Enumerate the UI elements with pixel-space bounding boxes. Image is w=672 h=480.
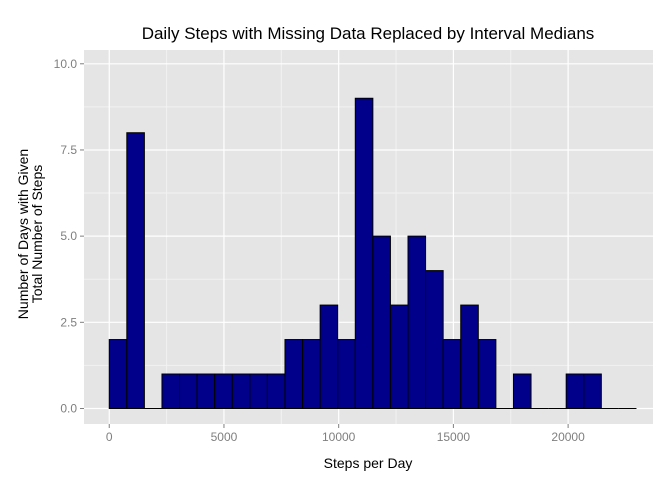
histogram-bar — [319, 304, 339, 409]
histogram-bar — [266, 373, 286, 409]
histogram-bar — [565, 373, 585, 409]
histogram-bar — [389, 304, 409, 409]
x-axis: 0 5000 10000 15000 20000 — [106, 424, 585, 444]
histogram-bar — [460, 304, 479, 409]
histogram-bar — [231, 373, 251, 409]
histogram-bar — [284, 339, 304, 409]
x-tick-label: 0 — [106, 430, 113, 444]
histogram-bars — [108, 97, 637, 409]
x-tick-label: 5000 — [211, 430, 238, 444]
histogram-bar — [214, 373, 233, 409]
x-tick-label: 20000 — [551, 430, 585, 444]
histogram-bar — [442, 339, 462, 409]
y-tick-label: 2.5 — [60, 315, 77, 329]
y-tick-label: 10.0 — [54, 57, 78, 71]
x-axis-title: Steps per Day — [324, 455, 413, 471]
x-tick-label: 10000 — [322, 430, 356, 444]
chart-title: Daily Steps with Missing Data Replaced b… — [142, 24, 595, 43]
histogram-bar — [108, 339, 128, 409]
y-tick-label: 7.5 — [60, 143, 77, 157]
x-tick-label: 15000 — [437, 430, 471, 444]
histogram-bar — [337, 339, 356, 409]
histogram-bar — [477, 339, 497, 409]
histogram-bar — [161, 373, 181, 409]
histogram-bar — [512, 373, 532, 409]
histogram-bar — [126, 132, 145, 409]
y-tick-label: 5.0 — [60, 229, 77, 243]
histogram-bar — [425, 270, 444, 409]
histogram-bar — [196, 373, 216, 409]
histogram-bar — [302, 339, 321, 409]
y-axis-title-line-1: Number of Days with Given — [15, 149, 31, 319]
histogram-bar — [407, 235, 427, 409]
histogram-bar — [179, 373, 198, 409]
histogram-bar — [583, 373, 602, 409]
y-axis-title: Number of Days with Given Total Number o… — [15, 149, 45, 319]
histogram-bar — [372, 235, 391, 409]
y-tick-label: 0.0 — [60, 401, 77, 415]
y-axis: 0.0 2.5 5.0 7.5 10.0 — [54, 57, 84, 415]
y-axis-title-line-2: Total Number of Steps — [29, 165, 45, 304]
histogram-bar — [354, 97, 374, 409]
histogram-bar — [249, 373, 268, 409]
